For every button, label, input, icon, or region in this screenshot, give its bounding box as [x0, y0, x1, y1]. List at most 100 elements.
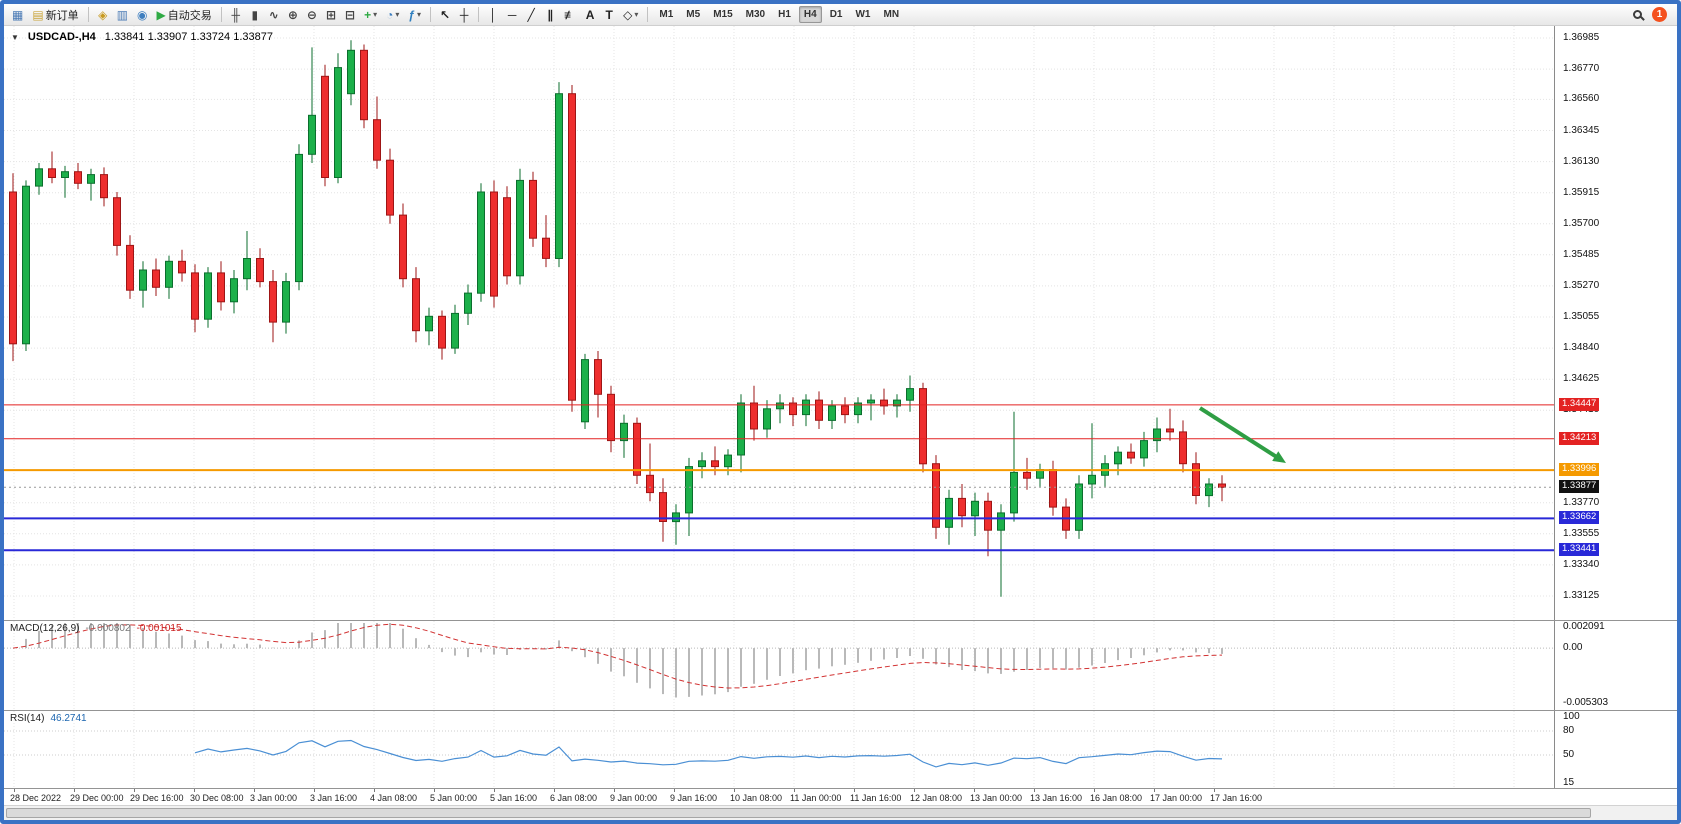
rsi-name: RSI(14) — [10, 713, 45, 724]
time-tick — [134, 789, 135, 792]
bar-chart-icon[interactable]: ╫ — [227, 6, 245, 24]
new-chart-button[interactable]: ▦ — [8, 6, 27, 24]
price-level-badge[interactable]: 1.33662 — [1559, 511, 1600, 524]
horizontal-scrollbar[interactable] — [4, 805, 1677, 820]
symbol-title: USDCAD-,H4 — [27, 31, 96, 43]
price-axis-label: 1.33125 — [1563, 590, 1600, 601]
time-axis-label: 9 Jan 00:00 — [610, 793, 658, 803]
channel-tool[interactable]: ∥ — [541, 6, 559, 24]
timeframe-m5-button[interactable]: M5 — [686, 9, 701, 20]
time-tick — [554, 789, 555, 792]
zoom-out-icon[interactable]: ⊖ — [303, 6, 321, 24]
bar-chart-icon: ╫ — [231, 7, 240, 22]
navigator-icon[interactable]: ▥ — [113, 6, 132, 24]
horizontal-line-tool[interactable]: ─ — [503, 6, 521, 24]
toolbar-separator — [87, 7, 89, 22]
tile-windows-icon[interactable]: ⊞ — [322, 6, 340, 24]
toolbar-separator — [430, 7, 432, 22]
price-axis-label: 1.35700 — [1563, 218, 1600, 229]
timeframe-m15-button[interactable]: M15 — [713, 9, 733, 20]
notification-badge[interactable]: 1 — [1652, 7, 1667, 22]
candlestick-chart-icon[interactable]: ▮ — [246, 6, 264, 24]
rsi-axis-label: 50 — [1563, 749, 1575, 760]
main-chart-canvas[interactable] — [4, 26, 1554, 620]
macd-signal-value: -0.001015 — [136, 623, 182, 634]
grid — [4, 26, 1554, 620]
macd-axis-label: 0.002091 — [1563, 621, 1605, 632]
label-tool[interactable]: T — [600, 6, 618, 24]
rsi-canvas[interactable] — [4, 711, 1554, 788]
price-level-badge[interactable]: 1.34447 — [1559, 398, 1600, 411]
new-chart-dropdown[interactable]: + ▾ — [360, 6, 381, 24]
price-axis[interactable]: 1.36985 1.36770 1.36560 1.36345 1.36130 1.359… — [1554, 26, 1677, 620]
macd-canvas[interactable] — [4, 621, 1554, 710]
shapes-dropdown[interactable]: ◇ ▾ — [619, 6, 642, 24]
time-tick — [974, 789, 975, 792]
timeframe-d1-button[interactable]: D1 — [829, 9, 843, 20]
periods-dropdown[interactable]: ◔ ▾ — [382, 6, 403, 24]
search-icon[interactable] — [1633, 10, 1642, 19]
rsi-line — [194, 739, 1223, 768]
price-level-badge[interactable]: 1.33996 — [1559, 463, 1600, 476]
line-chart-icon: ∿ — [268, 7, 279, 22]
cursor-tool[interactable]: ↖ — [436, 6, 454, 24]
vertical-line-tool[interactable]: │ — [484, 6, 502, 24]
caret-down-icon: ▾ — [634, 10, 639, 19]
terminal-icon[interactable]: ◉ — [133, 6, 151, 24]
scrollbar-thumb[interactable] — [6, 808, 1591, 818]
time-axis-label: 29 Dec 00:00 — [70, 793, 124, 803]
price-axis-label: 1.36985 — [1563, 32, 1600, 43]
timeframe-m30-button[interactable]: M30 — [745, 9, 766, 20]
price-axis-label: 1.34840 — [1563, 342, 1600, 353]
new-chart-dropdown: + — [364, 7, 372, 22]
autotrading-button[interactable]: ▶ 自动交易 — [153, 6, 216, 24]
auto-arrange-icon[interactable]: ⊟ — [341, 6, 359, 24]
market-watch-icon: ◈ — [98, 7, 108, 22]
timeframe-w1-button[interactable]: W1 — [855, 9, 871, 20]
fibonacci-tool: ≢ — [564, 7, 577, 22]
zoom-out-icon: ⊖ — [306, 7, 317, 22]
time-tick — [1034, 789, 1035, 792]
zoom-in-icon[interactable]: ⊕ — [284, 6, 302, 24]
text-tool: A — [585, 7, 595, 22]
macd-signal-line — [12, 623, 1223, 689]
time-axis-label: 13 Jan 16:00 — [1030, 793, 1083, 803]
time-axis[interactable]: 28 Dec 2022 29 Dec 00:00 29 Dec 16:00 30 De… — [4, 788, 1677, 805]
time-axis-label: 6 Jan 08:00 — [550, 793, 598, 803]
price-level-badge[interactable]: 1.33441 — [1559, 543, 1600, 556]
time-axis-label: 17 Jan 16:00 — [1210, 793, 1263, 803]
new-chart-button: ▦ — [12, 7, 24, 22]
price-axis-label: 1.33770 — [1563, 497, 1600, 508]
time-tick — [614, 789, 615, 792]
auto-arrange-icon: ⊟ — [345, 7, 356, 22]
timeframe-h4-button[interactable]: H4 — [798, 6, 822, 23]
timeframe-mn-button[interactable]: MN — [883, 9, 900, 20]
trendline-tool[interactable]: ╱ — [522, 6, 540, 24]
time-tick — [14, 789, 15, 792]
time-axis-label: 17 Jan 00:00 — [1150, 793, 1203, 803]
time-axis-label: 29 Dec 16:00 — [130, 793, 184, 803]
candles — [9, 40, 1226, 597]
indicators-dropdown[interactable]: ƒ ▾ — [404, 6, 425, 24]
price-level-badge[interactable]: 1.34213 — [1559, 432, 1600, 445]
time-axis-label: 9 Jan 16:00 — [670, 793, 718, 803]
new-order-button: ▤ — [32, 7, 44, 22]
arrow-annotation[interactable] — [1198, 406, 1286, 463]
price-axis-label: 1.33555 — [1563, 528, 1600, 539]
periods-dropdown: ◔ — [386, 7, 394, 22]
line-chart-icon[interactable]: ∿ — [265, 6, 283, 24]
crosshair-tool[interactable]: ┼ — [455, 6, 473, 24]
new-order-button[interactable]: ▤ 新订单 — [28, 6, 82, 24]
macd-axis-label: -0.005303 — [1563, 697, 1609, 708]
horizontal-level-lines[interactable] — [4, 404, 1554, 552]
fibonacci-tool[interactable]: ≢ — [560, 6, 580, 24]
time-tick — [914, 789, 915, 792]
time-tick — [374, 789, 375, 792]
price-axis-label: 1.35485 — [1563, 249, 1600, 260]
text-tool[interactable]: A — [581, 6, 599, 24]
timeframe-h1-button[interactable]: H1 — [778, 9, 791, 20]
timeframe-m1-button[interactable]: M1 — [659, 9, 674, 20]
market-watch-icon[interactable]: ◈ — [94, 6, 112, 24]
time-axis-label: 12 Jan 08:00 — [910, 793, 963, 803]
one-click-collapse-icon[interactable]: ▼ — [11, 32, 19, 42]
